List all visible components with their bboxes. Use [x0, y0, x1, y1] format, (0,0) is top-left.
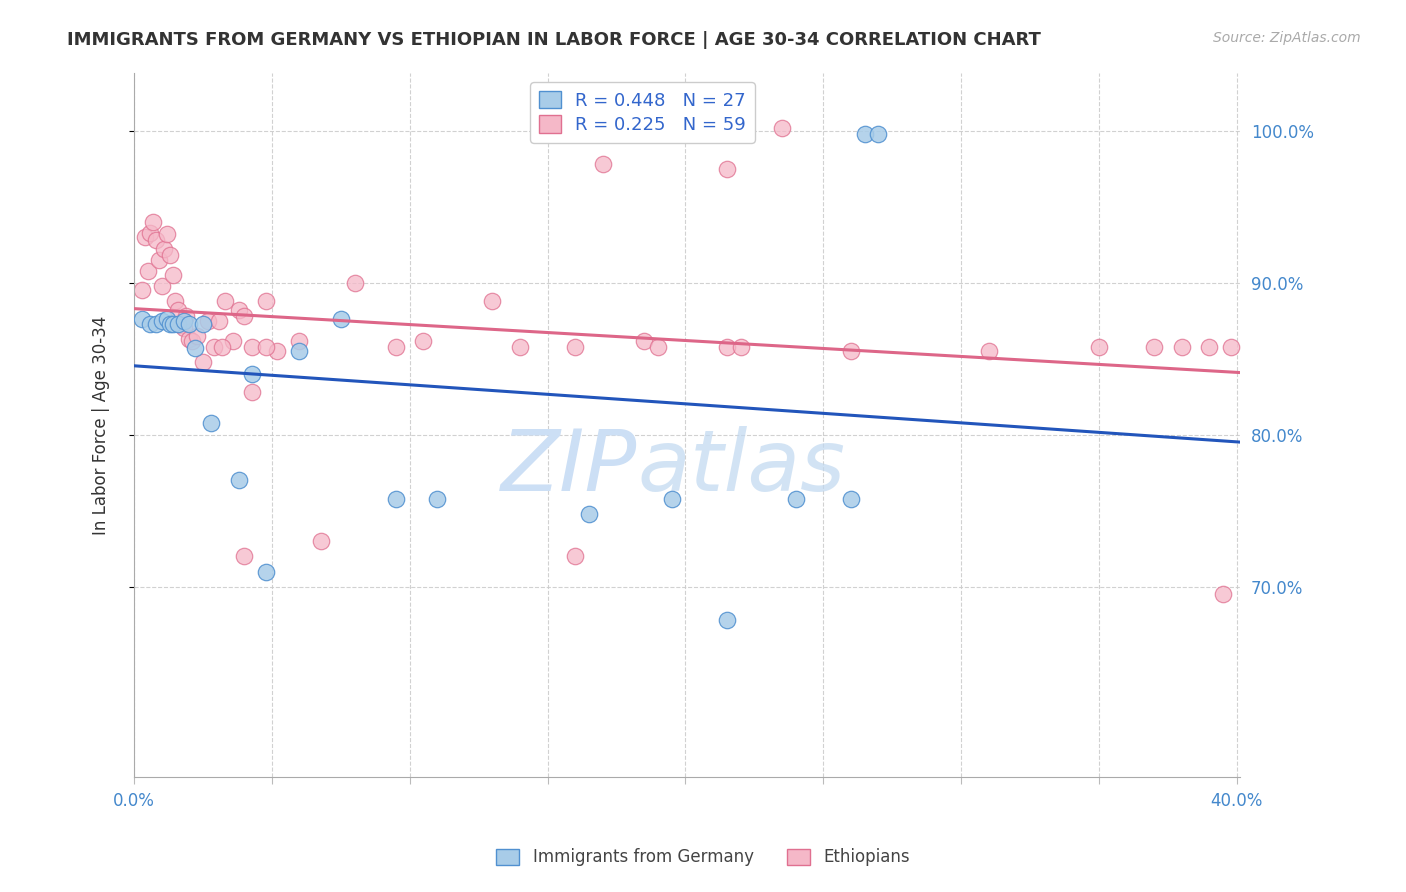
Point: [716, 161, 738, 176]
Point: [412, 334, 434, 348]
Point: [139, 226, 162, 240]
Text: Source: ZipAtlas.com: Source: ZipAtlas.com: [1213, 31, 1361, 45]
Point: [150, 278, 173, 293]
Point: [131, 312, 153, 326]
Point: [233, 549, 256, 564]
Point: [242, 340, 264, 354]
Point: [197, 314, 219, 328]
Point: [329, 312, 352, 326]
Point: [647, 340, 669, 354]
Point: [183, 341, 205, 355]
Point: [266, 344, 288, 359]
Text: atlas: atlas: [637, 425, 845, 508]
Point: [214, 293, 236, 308]
Point: [208, 314, 231, 328]
Point: [868, 127, 890, 141]
Point: [311, 534, 333, 549]
Point: [785, 491, 807, 506]
Point: [661, 491, 683, 506]
Point: [167, 303, 190, 318]
Point: [156, 312, 179, 326]
Point: [145, 317, 167, 331]
Point: [1198, 340, 1220, 354]
Point: [343, 276, 366, 290]
Point: [191, 355, 214, 369]
Point: [1088, 340, 1111, 354]
Point: [254, 340, 277, 354]
Point: [228, 474, 250, 488]
Point: [170, 318, 193, 333]
Point: [839, 491, 862, 506]
Point: [564, 340, 586, 354]
Point: [228, 303, 250, 318]
Point: [173, 314, 195, 328]
Point: [426, 491, 449, 506]
Point: [385, 491, 408, 506]
Point: [165, 293, 187, 308]
Legend: Immigrants from Germany, Ethiopians: Immigrants from Germany, Ethiopians: [489, 842, 917, 873]
Point: [180, 334, 202, 348]
Point: [156, 227, 179, 241]
Point: [1170, 340, 1192, 354]
Point: [186, 329, 208, 343]
Point: [162, 268, 184, 282]
Point: [153, 243, 176, 257]
Point: [254, 293, 277, 308]
Point: [564, 549, 586, 564]
Point: [578, 507, 600, 521]
Point: [159, 248, 181, 262]
Point: [162, 317, 184, 331]
Point: [730, 340, 752, 354]
Point: [142, 215, 165, 229]
Point: [853, 127, 876, 141]
Text: IMMIGRANTS FROM GERMANY VS ETHIOPIAN IN LABOR FORCE | AGE 30-34 CORRELATION CHAR: IMMIGRANTS FROM GERMANY VS ETHIOPIAN IN …: [67, 31, 1042, 49]
Point: [242, 385, 264, 400]
Point: [148, 252, 170, 267]
Point: [211, 340, 233, 354]
Point: [716, 340, 738, 354]
Point: [242, 367, 264, 381]
Point: [191, 317, 214, 331]
Point: [202, 340, 225, 354]
Legend: R = 0.448   N = 27, R = 0.225   N = 59: R = 0.448 N = 27, R = 0.225 N = 59: [530, 82, 755, 143]
Point: [288, 344, 311, 359]
Point: [233, 309, 256, 323]
Y-axis label: In Labor Force | Age 30-34: In Labor Force | Age 30-34: [93, 315, 110, 534]
Point: [176, 309, 198, 323]
Point: [136, 263, 159, 277]
Point: [288, 334, 311, 348]
Point: [167, 317, 190, 331]
Point: [222, 334, 245, 348]
Point: [716, 613, 738, 627]
Point: [977, 344, 1000, 359]
Point: [254, 565, 277, 579]
Point: [509, 340, 531, 354]
Point: [481, 293, 503, 308]
Point: [145, 233, 167, 247]
Point: [633, 334, 655, 348]
Text: ZIP: ZIP: [501, 425, 637, 508]
Point: [770, 120, 793, 135]
Point: [1212, 587, 1234, 601]
Point: [839, 344, 862, 359]
Point: [177, 317, 200, 331]
Point: [1220, 340, 1243, 354]
Point: [159, 317, 181, 331]
Point: [150, 314, 173, 328]
Point: [134, 230, 156, 244]
Point: [139, 317, 162, 331]
Point: [385, 340, 408, 354]
Point: [1143, 340, 1166, 354]
Point: [200, 416, 222, 430]
Point: [173, 321, 195, 335]
Point: [131, 284, 153, 298]
Point: [592, 157, 614, 171]
Point: [177, 332, 200, 346]
